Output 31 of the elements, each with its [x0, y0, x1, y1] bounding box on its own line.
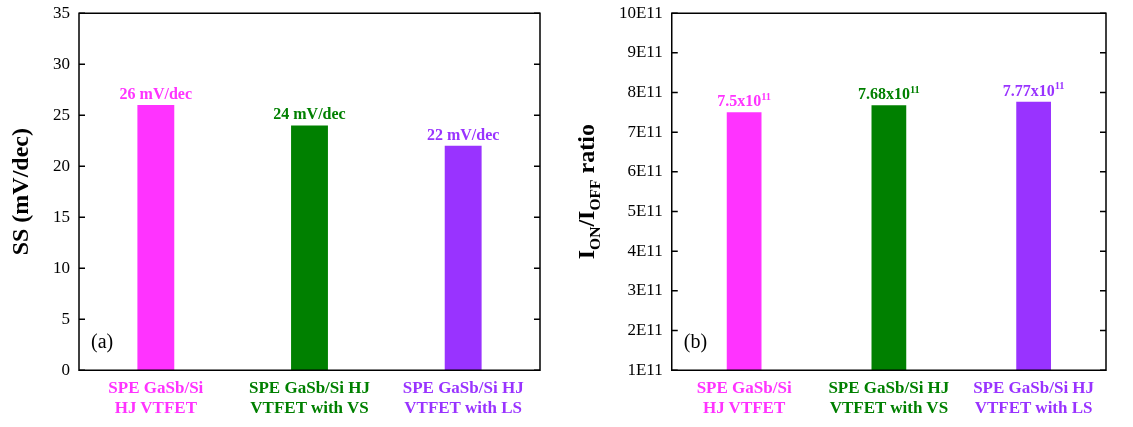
y-axis-title: SS (mV/dec)	[7, 128, 33, 256]
y-tick-label: 5	[61, 308, 70, 328]
y-tick-label: 15	[53, 206, 70, 226]
y-tick-label: 5E11	[627, 201, 663, 220]
x-tick-label: SPE GaSb/Si HJ VTFET with VS	[249, 377, 371, 418]
y-tick-label: 25	[53, 104, 70, 124]
y-tick-label: 6E11	[627, 161, 663, 181]
y-tick-label: 3E11	[627, 280, 663, 300]
x-tick-label: SPE GaSb/Si HJ VTFET	[696, 377, 792, 418]
y-tick-label: 35	[53, 2, 70, 22]
y-tick-label: 20	[53, 155, 70, 175]
y-tick-label: 9E11	[627, 42, 663, 62]
y-axis-title: ION/IOFF ratio	[573, 124, 603, 260]
data-label: 24 mV/dec	[273, 105, 346, 123]
y-tick-label: 10E11	[618, 2, 663, 22]
annotation: (a)	[91, 330, 114, 354]
y-tick-label: 10	[53, 257, 70, 277]
y-tick-label: 8E11	[627, 82, 663, 101]
annotation: (b)	[683, 330, 708, 354]
x-tick-label: SPE GaSb/Si HJ VTFET	[108, 377, 204, 418]
y-tick-label: 2E11	[627, 320, 663, 339]
x-tick-label: SPE GaSb/Si HJ VTFET with LS	[973, 377, 1095, 418]
x-tick-label: SPE GaSb/Si HJ VTFET with VS	[828, 377, 950, 418]
x-tick-label: SPE GaSb/Si HJ VTFET with LS	[402, 377, 525, 418]
data-label: 26 mV/dec	[119, 85, 193, 102]
y-tick-label: 1E11	[627, 359, 663, 379]
y-tick-label: 7E11	[627, 121, 663, 141]
y-tick-label: 4E11	[627, 240, 663, 260]
data-label: 22 mV/dec	[426, 125, 500, 143]
y-tick-label: 0	[61, 359, 70, 379]
y-tick-label: 30	[53, 53, 70, 73]
